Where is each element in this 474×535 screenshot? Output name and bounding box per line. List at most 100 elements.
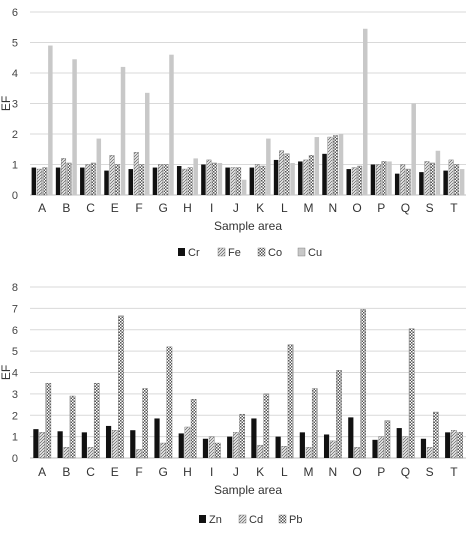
legend-label-fe: Fe (228, 247, 241, 259)
x-tick-label: P (377, 201, 385, 215)
x-axis-title: Sample area (214, 483, 282, 497)
bar-fe-g (158, 164, 163, 196)
bar-pb-h (190, 399, 197, 459)
bar-cu-k (266, 138, 271, 195)
legend-swatch-co (257, 247, 266, 257)
bar-cr-i (201, 164, 206, 195)
y-axis-title: EF (0, 96, 13, 111)
y-tick-label: 0 (12, 190, 18, 202)
bar-co-s (429, 162, 435, 196)
bar-cu-t (459, 169, 465, 195)
x-tick-label: F (135, 201, 142, 215)
bar-co-o (357, 165, 363, 196)
bar-cu-f (145, 92, 150, 195)
legend-label-cr: Cr (188, 247, 200, 259)
bar-fe-o (351, 167, 357, 196)
bar-co-a (42, 167, 48, 196)
x-tick-label: L (281, 465, 288, 479)
bar-cd-i (208, 436, 215, 459)
x-tick-label: F (135, 465, 142, 479)
bar-co-q (405, 168, 411, 196)
x-tick-label: S (426, 465, 434, 479)
bar-co-e (115, 164, 120, 196)
bar-cd-c (87, 447, 94, 459)
bar-zn-e (105, 425, 112, 458)
bar-fe-q (400, 164, 406, 196)
y-axis-title: EF (0, 365, 13, 380)
bar-co-i (211, 162, 217, 196)
bar-pb-j (239, 413, 245, 459)
x-tick-label: B (62, 201, 70, 215)
bar-cd-h (184, 426, 191, 459)
bar-cr-h (176, 166, 182, 195)
x-tick-label: G (159, 201, 168, 215)
bar-cu-n (338, 134, 344, 195)
bar-co-g (163, 164, 169, 196)
x-tick-label: O (352, 201, 361, 215)
bar-zn-k (251, 418, 257, 458)
bar-fe-n (327, 136, 333, 196)
y-tick-label: 1 (12, 160, 18, 172)
legend-label-pb: Pb (289, 514, 302, 526)
bar-co-n (333, 135, 338, 196)
bar-cd-l (281, 446, 288, 459)
bar-cu-i (217, 162, 223, 195)
x-tick-label: G (159, 465, 168, 479)
bar-cd-o (354, 447, 360, 459)
x-tick-label: K (256, 201, 264, 215)
bar-cu-a (48, 45, 53, 195)
bar-cd-e (111, 430, 118, 459)
legend-swatch-cr (178, 248, 185, 256)
y-tick-label: 8 (12, 282, 18, 294)
bar-cu-b (72, 59, 77, 196)
bar-cr-j (225, 167, 230, 195)
bar-cd-j (233, 432, 239, 459)
bar-fe-e (109, 155, 115, 196)
bar-fe-i (206, 159, 212, 196)
bar-cu-h (193, 158, 198, 195)
bar-cu-s (435, 150, 441, 195)
x-tick-label: J (233, 201, 239, 215)
bar-fe-b (61, 158, 67, 196)
bar-pb-l (287, 344, 294, 459)
bar-zn-p (372, 439, 378, 458)
bar-co-f (139, 164, 145, 196)
bar-fe-l (279, 150, 285, 196)
bar-cr-n (322, 153, 327, 195)
bar-cr-k (249, 167, 255, 195)
bar-zn-h (178, 433, 184, 458)
bar-cu-p (387, 161, 392, 195)
bar-zn-b (57, 431, 63, 458)
bar-cu-l (290, 162, 295, 195)
legend-swatch-zn (199, 515, 206, 523)
y-tick-label: 6 (12, 7, 18, 19)
bar-co-c (90, 162, 96, 196)
x-tick-label: S (426, 201, 434, 215)
bar-co-b (66, 162, 72, 196)
legend-label-zn: Zn (209, 514, 222, 526)
bar-co-m (308, 155, 314, 196)
bar-cd-f (136, 449, 142, 459)
bar-cd-s (426, 447, 433, 459)
y-tick-label: 1 (12, 432, 18, 444)
bar-zn-s (420, 438, 427, 458)
bar-zn-n (323, 434, 330, 458)
bar-cr-o (346, 169, 351, 195)
bar-cu-g (169, 54, 174, 196)
bar-cr-c (80, 167, 85, 195)
bar-pb-b (69, 395, 76, 459)
bar-zn-t (445, 432, 451, 458)
bar-co-l (284, 153, 290, 196)
bar-cr-a (31, 167, 37, 195)
bar-cd-n (329, 440, 336, 459)
bar-pb-p (384, 420, 391, 459)
bar-zn-i (202, 438, 209, 458)
bar-cd-q (402, 436, 409, 459)
bar-cr-t (443, 170, 448, 195)
bar-cr-s (419, 172, 424, 195)
bar-pb-t (457, 432, 463, 459)
bar-co-t (454, 164, 460, 196)
bar-pb-a (45, 382, 52, 459)
